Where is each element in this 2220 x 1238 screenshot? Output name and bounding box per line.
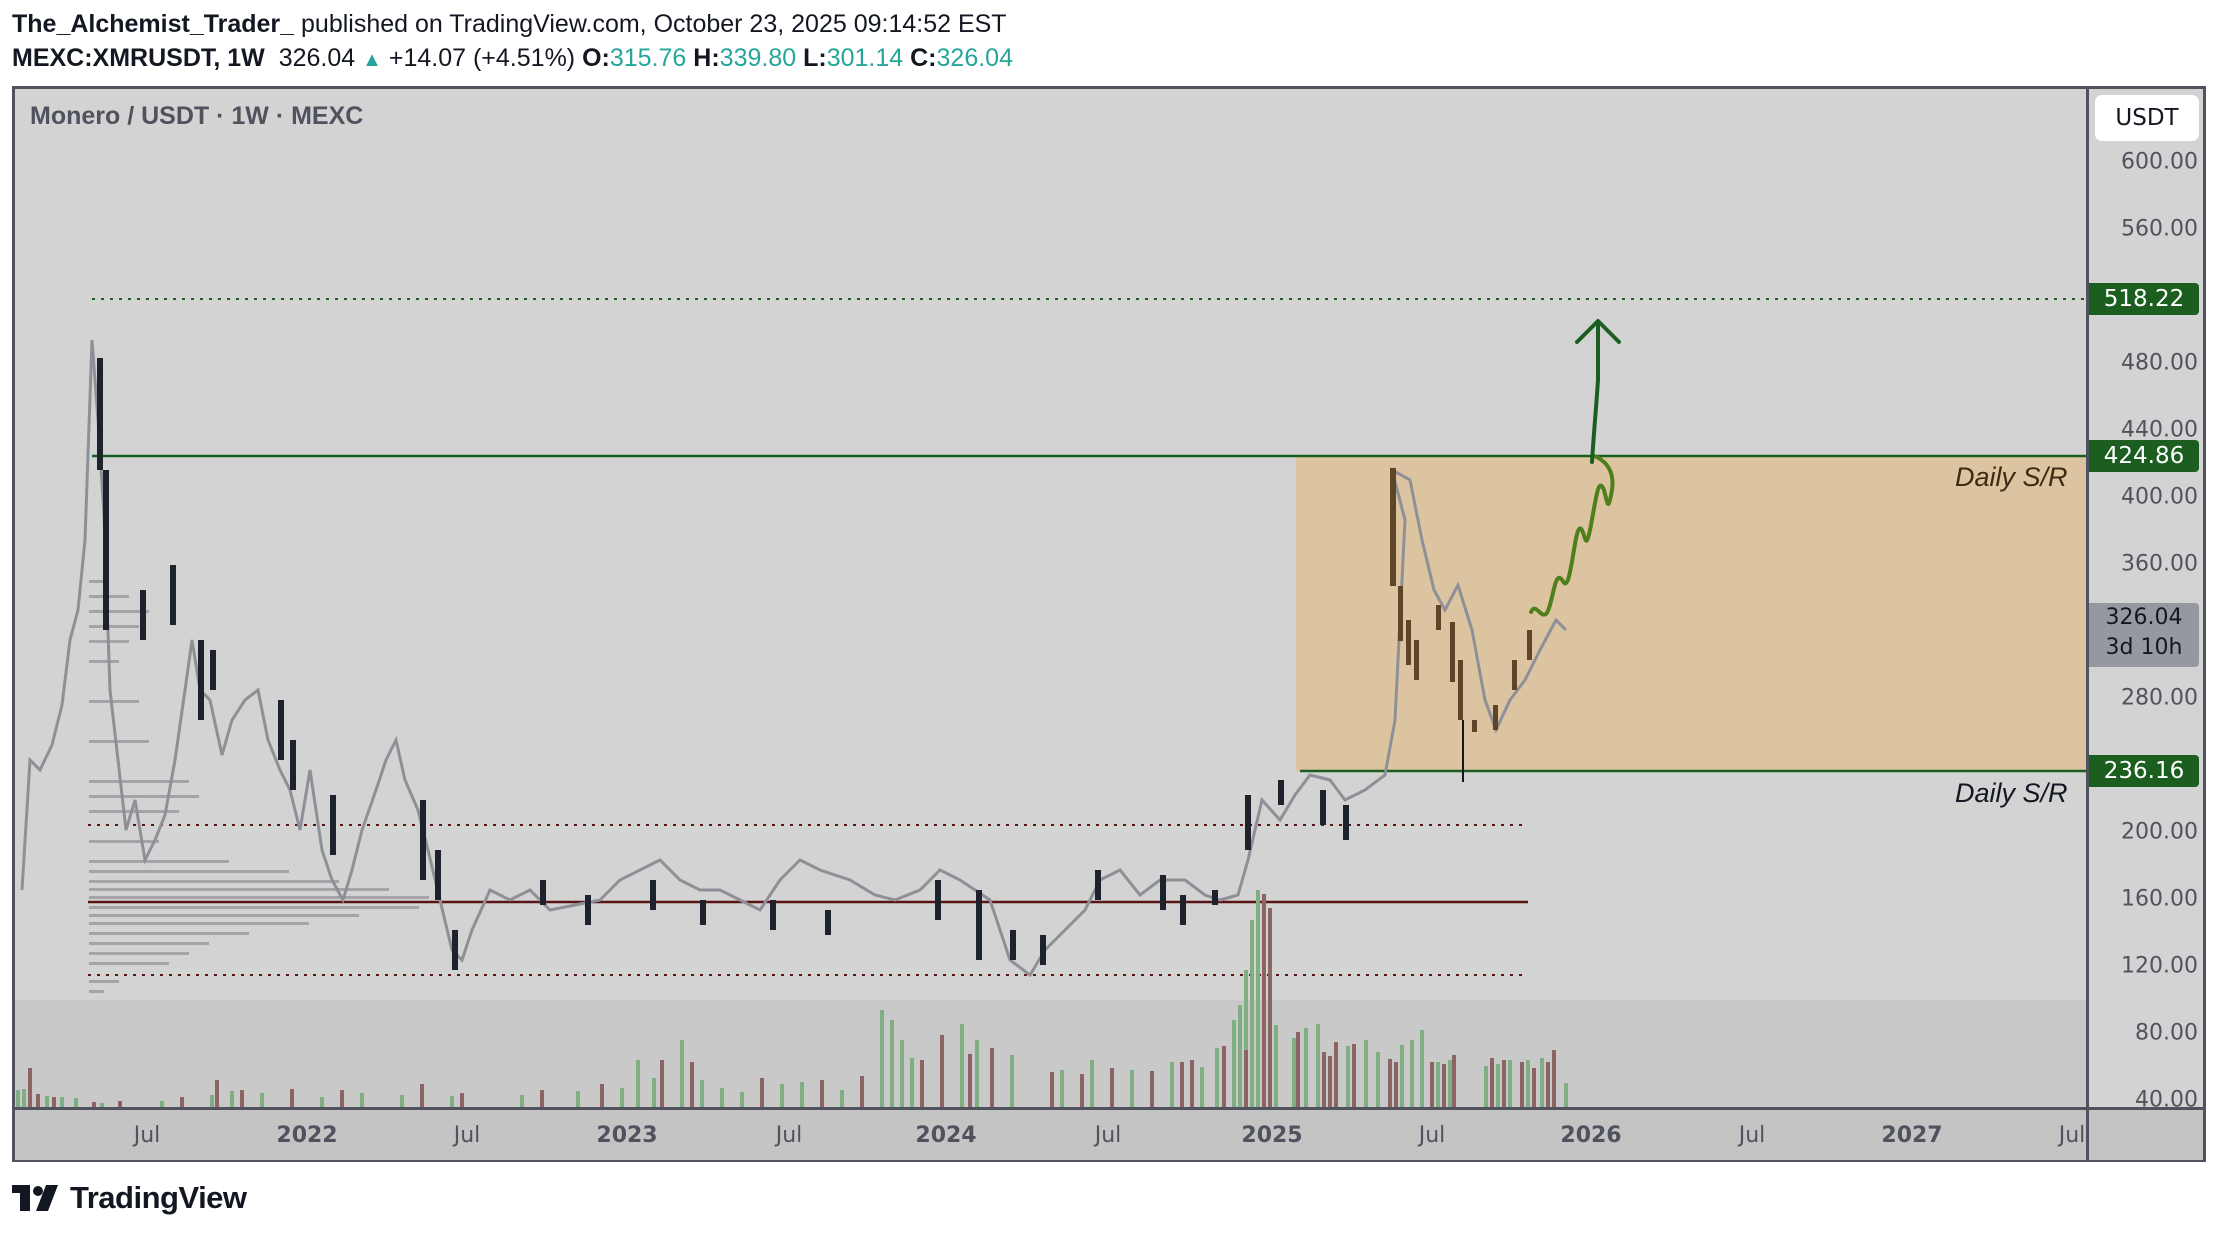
up-arrow-icon: ▲ [362,49,382,71]
lower-sr-label: Daily S/R [1955,778,2068,808]
resistance-price-label: 424.86 [2089,440,2199,472]
close-label: C: [910,44,937,72]
time-tick-year: 2024 [915,1123,977,1148]
close-value: 326.04 [936,44,1013,72]
time-tick-year: 2025 [1241,1123,1303,1148]
tradingview-logo[interactable]: TradingView [12,1180,247,1216]
price-tick: 360.00 [2121,551,2198,577]
price-tick: 160.00 [2121,886,2198,912]
open-value: 315.76 [609,44,687,72]
price-axis[interactable] [2089,89,2203,1107]
tradingview-logo-icon [12,1185,58,1211]
time-tick-year: 2027 [1881,1123,1943,1148]
price-tick: 560.00 [2121,216,2198,242]
open-label: O: [582,44,610,72]
daily-sr-zone [1296,456,2086,771]
volume-bars [16,890,1568,1107]
time-tick: Jul [1418,1123,1446,1148]
axis-corner [2089,1110,2203,1160]
last-price: 326.04 [278,44,356,72]
time-tick: Jul [1738,1123,1766,1148]
price-change: +14.07 (+4.51%) [388,44,576,72]
price-tick: 600.00 [2121,149,2198,175]
current-price: 326.04 [2105,605,2183,630]
price-tick: 40.00 [2135,1087,2198,1113]
time-tick-year: 2023 [596,1123,658,1148]
price-tick: 280.00 [2121,685,2198,711]
target-price-label: 518.22 [2089,283,2199,315]
brand-name: TradingView [70,1180,247,1215]
projection-arrowhead [1575,319,1621,344]
upper-sr-label: Daily S/R [1955,462,2068,492]
high-value: 339.80 [719,44,797,72]
time-tick: Jul [775,1123,803,1148]
currency-button[interactable]: USDT [2095,95,2199,141]
price-axis-border [2086,86,2089,1162]
time-axis-border [12,1107,2206,1110]
author-name: The_Alchemist_Trader_ [12,10,295,38]
volume-profile [89,580,429,993]
price-tick: 80.00 [2135,1020,2198,1046]
low-label: L: [803,44,827,72]
time-tick: Jul [133,1123,161,1148]
projection-arrow-shaft [1590,320,1600,464]
time-tick-year: 2026 [1560,1123,1622,1148]
symbol-info-bar: MEXC:XMRUSDT, 1W 326.04 ▲ +14.07 (+4.51%… [12,42,1013,76]
symbol-label: MEXC:XMRUSDT, 1W [12,44,265,72]
low-value: 301.14 [826,44,904,72]
price-tick: 400.00 [2121,484,2198,510]
chart-title: Monero / USDT · 1W · MEXC [30,102,364,130]
time-axis[interactable] [15,1110,2086,1160]
projection-path [1529,454,1615,617]
high-label: H: [693,44,720,72]
publish-info: The_Alchemist_Trader_ published on Tradi… [12,8,1007,40]
bar-countdown: 3d 10h [2105,635,2183,660]
time-tick: Jul [1094,1123,1122,1148]
published-text: published on TradingView.com, October 23… [294,10,1007,38]
price-tick: 440.00 [2121,417,2198,443]
time-tick-year: 2022 [276,1123,338,1148]
price-tick: 200.00 [2121,819,2198,845]
price-tick: 480.00 [2121,350,2198,376]
current-price-label: 326.04 3d 10h [2089,603,2199,667]
time-tick: Jul [453,1123,481,1148]
price-tick: 120.00 [2121,953,2198,979]
support-price-label: 236.16 [2089,755,2199,787]
candles [20,339,1568,978]
time-tick: Jul [2058,1123,2086,1148]
